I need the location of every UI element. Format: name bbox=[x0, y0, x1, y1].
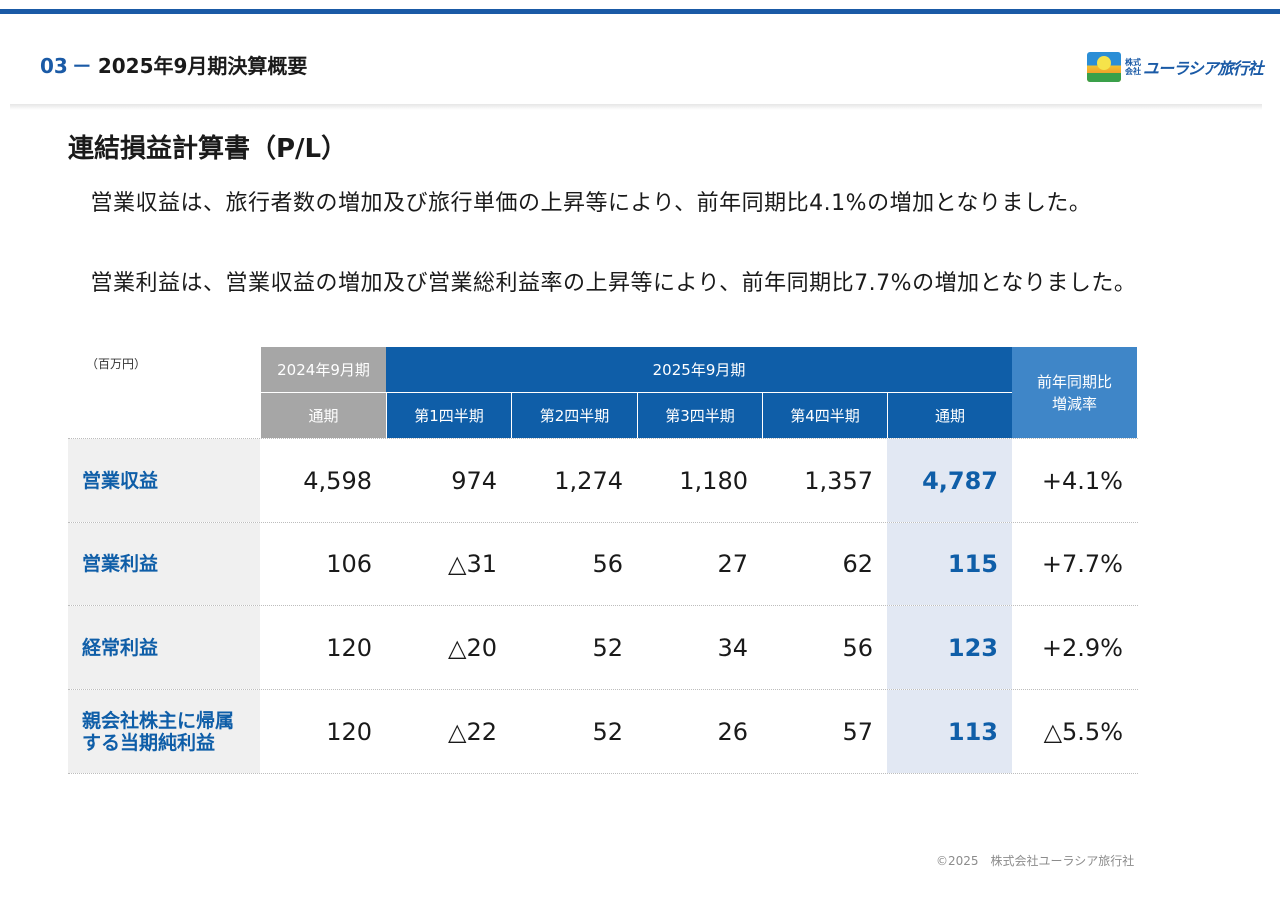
subheader-q3: 第3四半期 bbox=[637, 393, 762, 438]
table-cell: 62 bbox=[842, 550, 873, 578]
table-cell: △31 bbox=[448, 550, 497, 578]
table-cell: 57 bbox=[842, 717, 873, 746]
subheader-curr-full-year: 通期 bbox=[887, 393, 1012, 438]
header-prev-year: 2024年9月期 bbox=[261, 347, 386, 392]
subheader-q1: 第1四半期 bbox=[386, 393, 511, 438]
top-accent-bar bbox=[0, 9, 1280, 14]
logo-sunset-icon bbox=[1087, 52, 1121, 82]
section-number: 03 bbox=[40, 54, 68, 78]
table-cell-highlight: 115 bbox=[887, 523, 1012, 605]
table-cell: 120 bbox=[326, 633, 372, 662]
paragraph-operating-income: 営業利益は、営業収益の増加及び営業総利益率の上昇等により、前年同期比7.7%の増… bbox=[68, 271, 1137, 296]
table-cell: 56 bbox=[842, 633, 873, 662]
table-cell: 27 bbox=[717, 550, 748, 578]
row-label-revenue: 営業収益 bbox=[68, 439, 260, 522]
header-curr-year: 2025年9月期 bbox=[386, 347, 1012, 392]
table-cell: 26 bbox=[717, 717, 748, 746]
table-cell: 4,598 bbox=[303, 466, 372, 495]
subheader-q4: 第4四半期 bbox=[762, 393, 887, 438]
row-divider bbox=[68, 605, 1138, 606]
table-cell: 56 bbox=[592, 550, 623, 578]
row-divider bbox=[68, 689, 1138, 690]
row-label-operating-income: 営業利益 bbox=[68, 523, 260, 605]
table-cell: 1,274 bbox=[554, 466, 623, 495]
page-title: 連結損益計算書（P/L） bbox=[68, 134, 348, 164]
table-cell: 34 bbox=[717, 633, 748, 662]
unit-label: （百万円） bbox=[86, 357, 147, 371]
table-cell-highlight: 113 bbox=[887, 690, 1012, 773]
section-dash: － bbox=[71, 54, 92, 78]
table-cell-highlight: 4,787 bbox=[887, 439, 1012, 522]
row-divider bbox=[68, 438, 1138, 439]
table-cell-change: +2.9% bbox=[1041, 633, 1123, 662]
row-label-net-income: 親会社株主に帰属する当期純利益 bbox=[68, 690, 260, 773]
footer-company: 株式会社ユーラシア旅行社 bbox=[990, 854, 1135, 868]
subheader-prev-full-year: 通期 bbox=[261, 393, 386, 438]
footer: ©2025 株式会社ユーラシア旅行社 bbox=[936, 852, 1134, 869]
logo-corp-mark: 株式 会社 bbox=[1125, 58, 1141, 76]
table-cell-highlight: 123 bbox=[887, 606, 1012, 689]
company-logo: 株式 会社 ユーラシア旅行社 bbox=[1087, 52, 1264, 82]
copyright-text: ©2025 bbox=[936, 854, 979, 868]
row-divider bbox=[68, 773, 1138, 774]
header-divider bbox=[10, 104, 1262, 110]
table-cell: 1,357 bbox=[804, 466, 873, 495]
table-cell-change: △5.5% bbox=[1043, 717, 1123, 746]
table-cell: 52 bbox=[592, 717, 623, 746]
table-cell: 120 bbox=[326, 717, 372, 746]
table-cell-change: +7.7% bbox=[1041, 550, 1123, 578]
header-change-rate: 前年同期比 増減率 bbox=[1012, 347, 1137, 438]
table-cell: △22 bbox=[448, 717, 497, 746]
row-divider bbox=[68, 522, 1138, 523]
logo-text: ユーラシア旅行社 bbox=[1143, 59, 1264, 78]
subheader-q2: 第2四半期 bbox=[511, 393, 637, 438]
table-cell: 106 bbox=[326, 550, 372, 578]
table-cell: 1,180 bbox=[679, 466, 748, 495]
paragraph-revenue: 営業収益は、旅行者数の増加及び旅行単価の上昇等により、前年同期比4.1%の増加と… bbox=[68, 191, 1092, 216]
table-cell: △20 bbox=[448, 633, 497, 662]
table-cell: 52 bbox=[592, 633, 623, 662]
section-title: 03 － 2025年9月期決算概要 bbox=[40, 50, 307, 79]
section-title-text: 2025年9月期決算概要 bbox=[97, 54, 308, 78]
table-cell: 974 bbox=[451, 466, 497, 495]
row-label-ordinary-income: 経常利益 bbox=[68, 606, 260, 689]
table-cell-change: +4.1% bbox=[1041, 466, 1123, 495]
